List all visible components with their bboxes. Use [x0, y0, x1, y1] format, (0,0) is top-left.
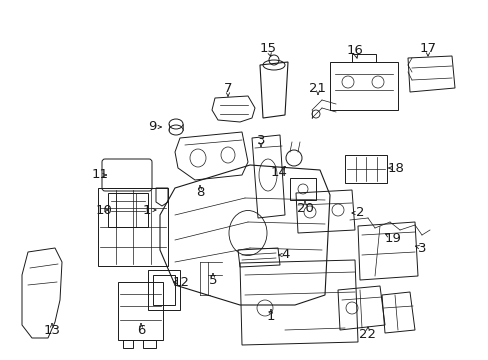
Text: 13: 13 [43, 324, 61, 337]
Text: 1: 1 [266, 310, 275, 323]
Text: 21: 21 [309, 81, 326, 94]
Text: 16: 16 [346, 44, 363, 57]
Text: 15: 15 [259, 41, 276, 54]
Text: 2: 2 [355, 207, 364, 220]
Text: 22: 22 [359, 328, 376, 342]
Text: 17: 17 [419, 41, 436, 54]
Text: 7: 7 [224, 82, 232, 95]
Text: 11: 11 [91, 168, 108, 181]
Text: 10: 10 [95, 203, 112, 216]
Text: 8: 8 [195, 185, 204, 198]
Text: 19: 19 [384, 231, 401, 244]
Text: 3: 3 [417, 242, 426, 255]
Text: 4: 4 [281, 248, 289, 261]
Text: 20: 20 [296, 202, 313, 215]
Text: 5: 5 [208, 274, 217, 287]
Text: 12: 12 [172, 275, 189, 288]
Text: 18: 18 [387, 162, 404, 175]
Text: 1: 1 [142, 203, 151, 216]
Text: 6: 6 [137, 324, 145, 337]
Text: 3: 3 [256, 134, 264, 147]
Text: 14: 14 [270, 166, 287, 179]
Text: 9: 9 [147, 121, 156, 134]
